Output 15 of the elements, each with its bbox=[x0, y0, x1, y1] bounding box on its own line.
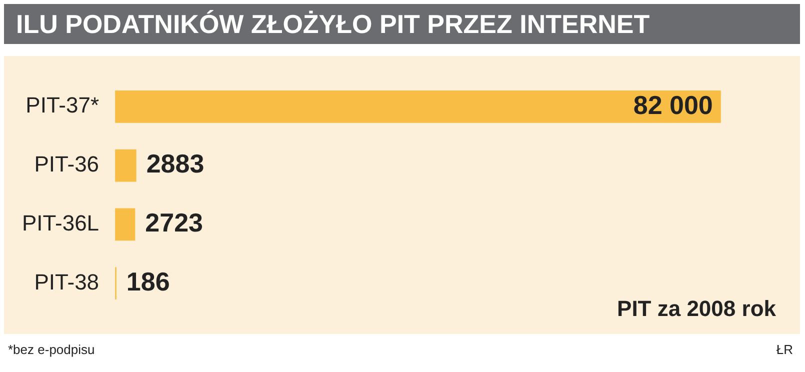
annotation: PIT za 2008 rok bbox=[617, 296, 776, 322]
bar bbox=[115, 208, 136, 241]
y-tick-label: PIT-38 bbox=[34, 269, 100, 294]
y-tick-label: PIT-37* bbox=[26, 92, 100, 118]
chart-title: ILU PODATNIKÓW ZŁOŻYŁO PIT PRZEZ INTERNET bbox=[4, 4, 800, 44]
y-tick-label: PIT-36 bbox=[34, 152, 100, 177]
data-label: 2883 bbox=[146, 148, 204, 179]
data-label: 2723 bbox=[145, 208, 204, 238]
data-label: 82 000 bbox=[633, 90, 713, 120]
bar bbox=[115, 149, 136, 182]
bar bbox=[115, 90, 721, 123]
y-tick-label: PIT-36L bbox=[22, 210, 100, 236]
text: ŁR bbox=[776, 342, 793, 357]
text: *bez e-podpisu bbox=[8, 342, 95, 357]
data-label: 186 bbox=[126, 266, 170, 297]
